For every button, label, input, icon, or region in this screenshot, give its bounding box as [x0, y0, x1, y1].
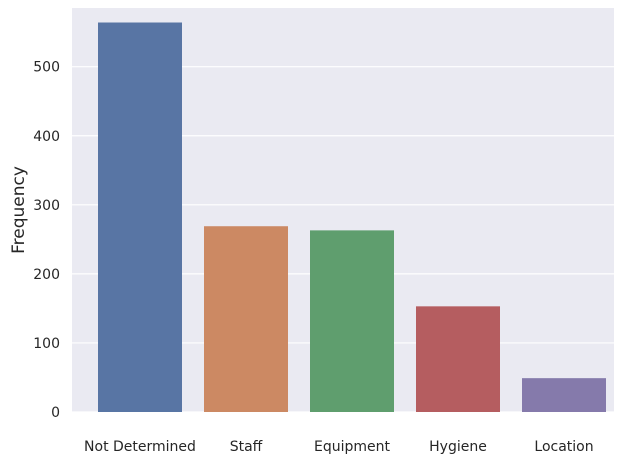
x-tick-label: Location: [534, 439, 593, 455]
y-axis-title: Frequency: [9, 166, 29, 254]
bar-equipment: [310, 230, 394, 412]
y-tick-label: 400: [33, 129, 60, 145]
bar-not-determined: [98, 22, 182, 412]
bars: [98, 22, 606, 412]
y-tick-labels: 0 100 200 300 400 500: [33, 60, 60, 421]
bar-staff: [204, 226, 288, 412]
x-tick-labels: Not Determined Staff Equipment Hygiene Locat…: [84, 439, 594, 455]
y-tick-label: 500: [33, 60, 60, 76]
x-tick-label: Not Determined: [84, 439, 196, 455]
bar-location: [522, 378, 606, 412]
x-tick-label: Hygiene: [429, 439, 487, 455]
x-tick-label: Equipment: [314, 439, 391, 455]
y-tick-label: 300: [33, 198, 60, 214]
y-tick-label: 100: [33, 336, 60, 352]
x-tick-label: Staff: [230, 439, 263, 455]
y-tick-label: 200: [33, 267, 60, 283]
bar-hygiene: [416, 306, 500, 412]
y-tick-label: 0: [51, 405, 60, 421]
